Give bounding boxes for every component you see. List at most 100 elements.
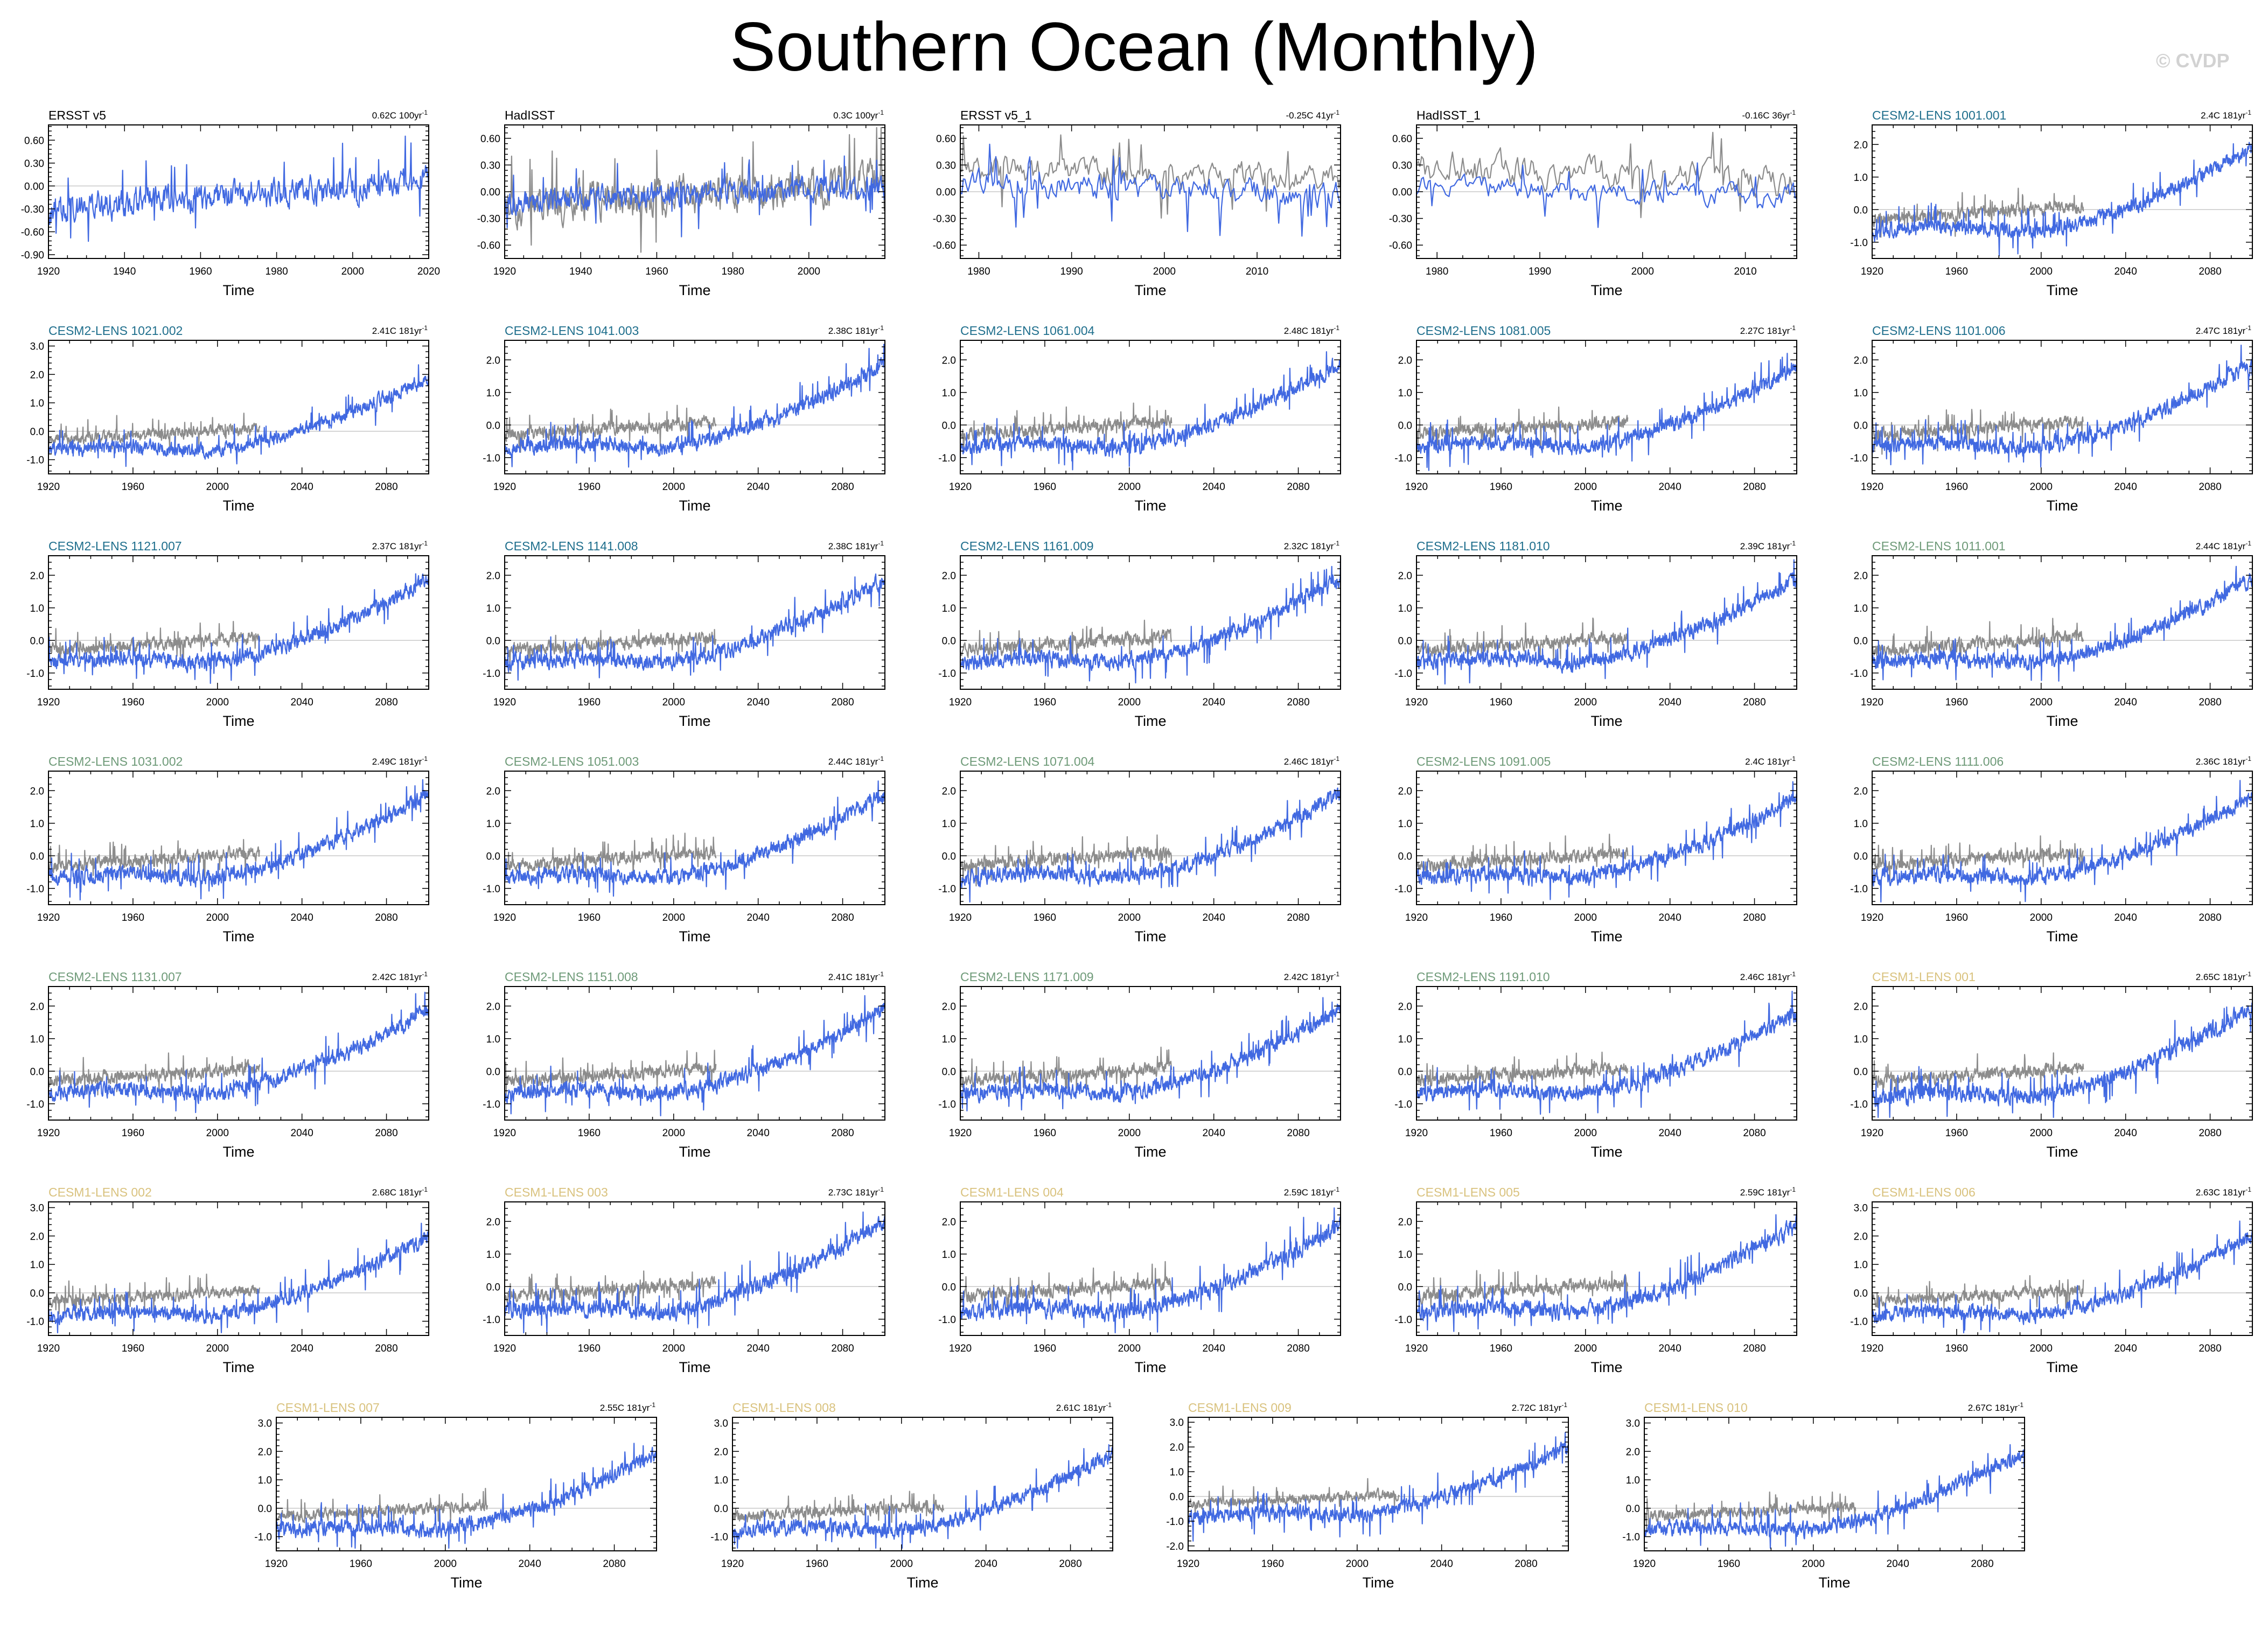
y-tick-label: 1.0 [258, 1475, 272, 1486]
x-axis-label: Time [1590, 928, 1622, 945]
series-line [504, 573, 885, 681]
reference-series-line [504, 1050, 716, 1097]
series-line [504, 780, 885, 897]
x-tick-label: 2080 [1515, 1558, 1537, 1570]
chart-svg: CESM1-LENS 007 2.55C 181yr-1 -1.0 0.0 1.0 2.0… [254, 1401, 657, 1591]
x-tick-label: 2000 [662, 481, 685, 493]
x-tick-label: 2080 [2199, 1128, 2221, 1139]
x-tick-label: 2080 [1287, 912, 1309, 924]
y-tick-label: 2.0 [1854, 139, 1868, 151]
x-tick-label: 1940 [569, 266, 592, 277]
y-tick-label: 2.0 [942, 1216, 956, 1228]
plot-frame [48, 986, 429, 1121]
chart-svg: ERSST v5 0.62C 100yr-1 -0.90 -0.60 -0.30 0.00… [21, 108, 440, 298]
y-tick-label: 0.60 [1392, 134, 1412, 145]
x-tick-label: 2080 [2199, 912, 2221, 924]
x-tick-label: 1960 [1945, 481, 1968, 493]
x-axis-label: Time [223, 498, 255, 514]
y-tick-label: 1.0 [1854, 603, 1868, 614]
x-axis-label: Time [2047, 713, 2078, 729]
y-tick-label: 0.30 [1392, 160, 1412, 171]
x-tick-label: 2000 [1574, 912, 1596, 924]
y-tick-label: -0.30 [477, 214, 500, 225]
panel-title: CESM2-LENS 1091.005 [1416, 754, 1551, 768]
x-tick-label: 2040 [1430, 1558, 1453, 1570]
x-tick-label: 2000 [1118, 1343, 1141, 1354]
y-tick-label: 2.0 [486, 570, 500, 582]
series-line [959, 558, 1342, 684]
x-tick-label: 1960 [577, 697, 600, 708]
panel-title: CESM2-LENS 1131.007 [48, 970, 182, 984]
y-tick-label: 1.0 [942, 388, 956, 399]
y-tick-label: 0.0 [1854, 851, 1868, 862]
series-line [47, 1222, 430, 1334]
x-tick-label: 2000 [2030, 1343, 2053, 1354]
chart-svg: CESM2-LENS 1051.003 2.44C 181yr-1 -1.0 0.0 1… [483, 754, 885, 945]
x-tick-label: 2000 [206, 1343, 229, 1354]
y-tick-label: 0.60 [24, 135, 44, 146]
y-tick-label: 1.0 [30, 398, 44, 409]
y-tick-label: 1.0 [30, 819, 44, 830]
x-tick-label: 1960 [122, 481, 144, 493]
x-axis-label: Time [1818, 1575, 1850, 1591]
x-tick-label: 1960 [577, 1343, 600, 1354]
x-tick-label: 1920 [1405, 481, 1427, 493]
chart-svg: CESM1-LENS 006 2.63C 181yr-1 -1.0 0.0 1.0 2.0… [1850, 1185, 2253, 1375]
x-tick-label: 2010 [1246, 266, 1268, 277]
chart-svg: CESM2-LENS 1141.008 2.38C 181yr-1 -1.0 0.0 1… [483, 539, 885, 729]
x-tick-label: 1960 [1717, 1558, 1740, 1570]
x-tick-label: 1920 [493, 266, 515, 277]
x-tick-label: 2080 [1743, 912, 1765, 924]
reference-series-line [960, 134, 1342, 219]
x-tick-label: 2000 [1153, 266, 1176, 277]
y-tick-label: -0.30 [1388, 214, 1412, 225]
panel-title: CESM2-LENS 1011.001 [1872, 539, 2006, 553]
x-tick-label: 1960 [1489, 1343, 1512, 1354]
plot-frame [504, 555, 885, 690]
y-tick-label: 3.0 [1170, 1417, 1184, 1429]
panel-title: CESM1-LENS 007 [276, 1401, 380, 1415]
x-tick-label: 1960 [122, 1128, 144, 1139]
x-axis-label: Time [1590, 498, 1622, 514]
x-tick-label: 2040 [746, 912, 769, 924]
trend-label: 2.44C 181yr-1 [828, 755, 884, 767]
y-tick-label: -1.0 [938, 884, 956, 895]
y-tick-label: 3.0 [30, 1203, 44, 1214]
x-tick-label: 1960 [1034, 697, 1056, 708]
chart-panel: CESM2-LENS 1191.010 2.46C 181yr-1 -1.0 0.0 1… [1368, 960, 1824, 1164]
panel-title: HadISST_1 [1416, 108, 1481, 122]
chart-svg: CESM1-LENS 008 2.61C 181yr-1 -1.0 0.0 1.0 2.0… [710, 1401, 1113, 1591]
plot-frame [1188, 1417, 1569, 1551]
plot-frame [1415, 555, 1797, 690]
x-tick-label: 2000 [1346, 1558, 1369, 1570]
x-tick-label: 1920 [1632, 1558, 1655, 1570]
trend-label: 2.68C 181yr-1 [372, 1186, 428, 1198]
trend-label: 2.42C 181yr-1 [1284, 970, 1340, 982]
x-axis-label: Time [2047, 282, 2078, 298]
y-tick-label: 2.0 [942, 355, 956, 366]
chart-svg: CESM2-LENS 1061.004 2.48C 181yr-1 -1.0 0.0 1… [938, 324, 1342, 514]
x-tick-label: 1920 [37, 1343, 60, 1354]
reference-series-line [959, 402, 1173, 451]
x-tick-label: 1990 [1060, 266, 1083, 277]
y-tick-label: 2.0 [1398, 1001, 1412, 1012]
x-tick-label: 1920 [949, 1128, 972, 1139]
x-axis-label: Time [679, 1359, 710, 1375]
y-tick-label: 2.0 [30, 786, 44, 797]
y-tick-label: 3.0 [1625, 1418, 1639, 1430]
x-tick-label: 2040 [746, 697, 769, 708]
x-tick-label: 1920 [37, 481, 60, 493]
y-tick-label: 2.0 [1854, 786, 1868, 797]
x-tick-label: 2040 [2115, 697, 2137, 708]
x-tick-label: 2080 [1287, 1128, 1309, 1139]
reference-series-line [1416, 406, 1628, 453]
y-tick-label: 1.0 [1398, 388, 1412, 399]
panel-title: CESM2-LENS 1121.007 [48, 539, 182, 553]
panel-title: CESM2-LENS 1041.003 [505, 324, 639, 338]
y-tick-label: 0.0 [1398, 1282, 1412, 1293]
x-axis-label: Time [679, 928, 710, 945]
y-tick-label: 1.0 [1398, 603, 1412, 614]
x-tick-label: 2040 [1203, 912, 1225, 924]
x-tick-label: 1980 [1426, 266, 1448, 277]
reference-series-line [1415, 617, 1628, 661]
